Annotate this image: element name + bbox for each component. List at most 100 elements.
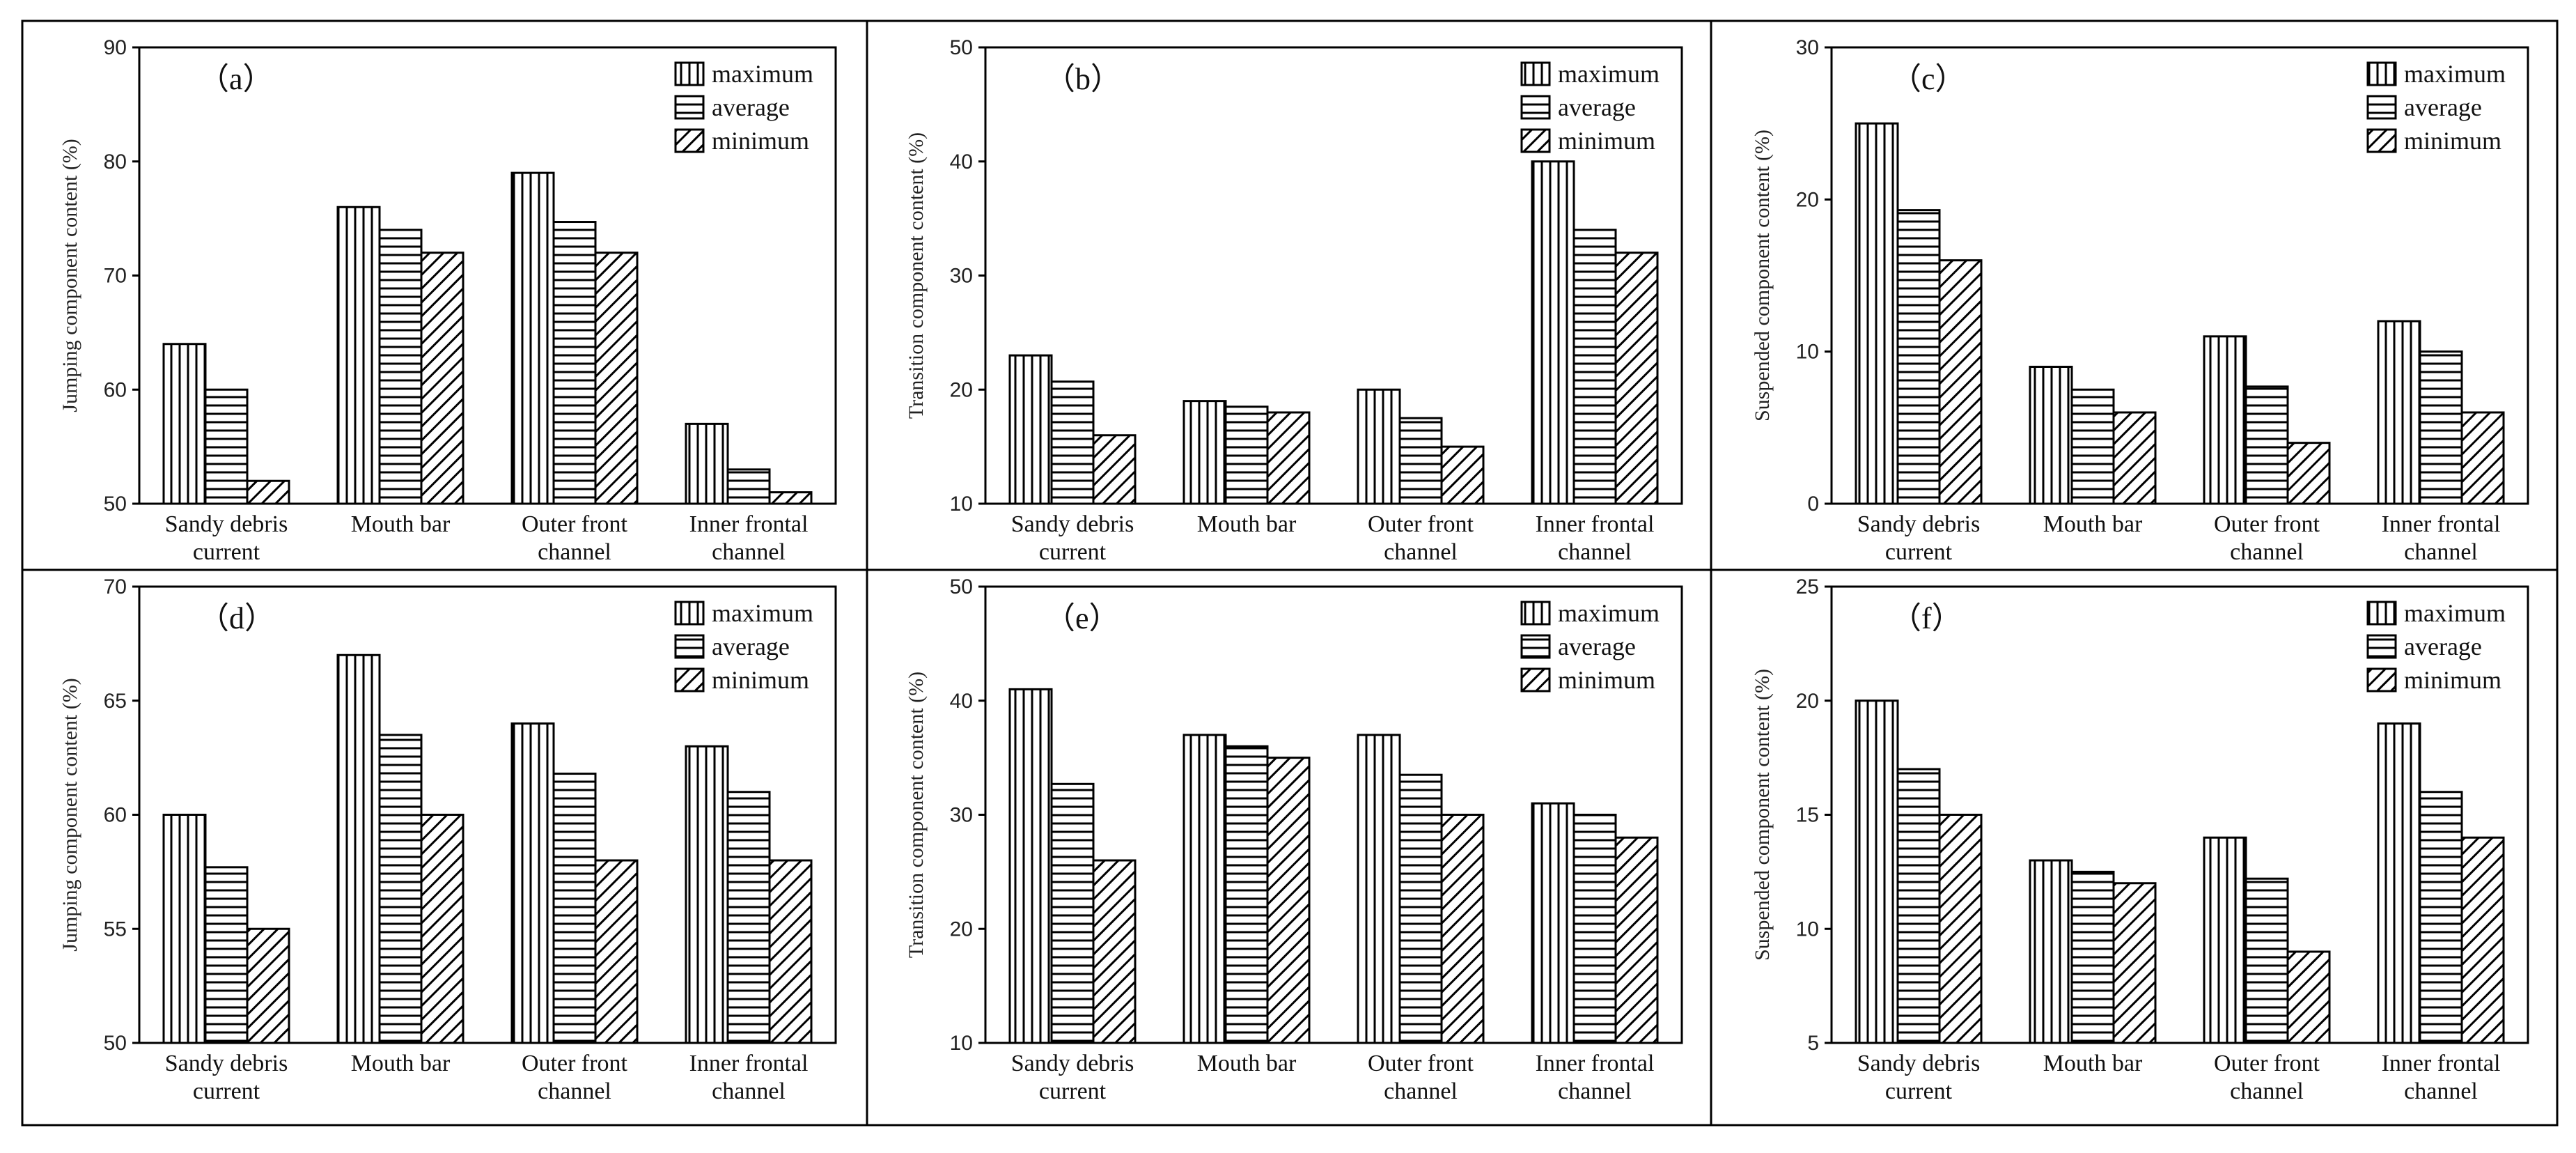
bar-average bbox=[1572, 814, 1617, 1044]
bar-average bbox=[2070, 388, 2115, 505]
y-tick-label: 5 bbox=[1807, 1032, 1819, 1055]
x-category-label: channel bbox=[2230, 1078, 2304, 1104]
y-tick-label: 55 bbox=[104, 918, 127, 941]
y-axis-label: Transition component content (%) bbox=[905, 672, 928, 958]
legend-label-maximum: maximum bbox=[712, 599, 813, 627]
x-category-label: Sandy debris bbox=[1011, 1051, 1134, 1076]
x-category-label: Mouth bar bbox=[1197, 1051, 1297, 1076]
x-category-label: Inner frontal bbox=[689, 1051, 809, 1076]
y-tick-label: 10 bbox=[1796, 918, 1819, 941]
bar-average bbox=[2245, 385, 2289, 505]
bar-maximum bbox=[2203, 836, 2247, 1044]
y-tick-label: 10 bbox=[950, 1032, 973, 1055]
bar-average bbox=[2419, 350, 2463, 505]
y-tick-label: 70 bbox=[104, 265, 127, 288]
x-category-label: Sandy debris bbox=[1011, 511, 1134, 537]
legend-swatch-maximum bbox=[2366, 61, 2397, 86]
x-category-label: channel bbox=[712, 539, 786, 565]
bar-average bbox=[1896, 768, 1941, 1044]
y-tick-label: 50 bbox=[950, 575, 973, 598]
panel-label: （d） bbox=[198, 601, 275, 635]
chart-panel-a: 50 60 70 80 90 Jumping component content (%) （… bbox=[58, 36, 837, 565]
legend-label-maximum: maximum bbox=[2404, 60, 2506, 88]
bar-minimum bbox=[594, 859, 639, 1044]
x-category-label: current bbox=[1885, 1078, 1953, 1104]
bar-average bbox=[1224, 745, 1269, 1044]
bar-maximum bbox=[2377, 320, 2421, 505]
legend-label-minimum: minimum bbox=[712, 127, 809, 155]
y-tick-label: 30 bbox=[950, 265, 973, 288]
panel-label: （a） bbox=[198, 62, 274, 96]
y-tick-label: 40 bbox=[950, 150, 973, 173]
legend-label-maximum: maximum bbox=[1558, 599, 1660, 627]
legend-label-minimum: minimum bbox=[1558, 127, 1655, 155]
legend-swatch-minimum bbox=[1520, 667, 1551, 692]
bar-average bbox=[726, 468, 771, 505]
bar-minimum bbox=[1440, 814, 1485, 1044]
legend-swatch-average bbox=[1520, 634, 1551, 659]
bar-maximum bbox=[1008, 354, 1053, 505]
x-category-label: Outer front bbox=[1368, 1051, 1474, 1076]
bar-minimum bbox=[1266, 757, 1311, 1044]
y-tick-label: 50 bbox=[104, 1032, 127, 1055]
y-tick-label: 10 bbox=[950, 493, 973, 516]
bar-minimum bbox=[2460, 411, 2505, 505]
y-tick-label: 40 bbox=[950, 690, 973, 713]
x-category-label: Mouth bar bbox=[351, 511, 451, 537]
legend-label-minimum: minimum bbox=[2404, 127, 2501, 155]
bar-average bbox=[378, 734, 423, 1044]
chart-panel-c: 0 10 20 30 Suspended component content (%) （c… bbox=[1751, 36, 2529, 565]
bar-average bbox=[378, 229, 423, 505]
bar-maximum bbox=[162, 343, 207, 505]
x-category-label: Mouth bar bbox=[2043, 511, 2143, 537]
legend-swatch-minimum bbox=[674, 128, 705, 153]
bar-minimum bbox=[1614, 836, 1659, 1044]
chart-panel-b: 10 20 30 40 50 Transition component content (… bbox=[905, 36, 1683, 565]
y-tick-label: 50 bbox=[950, 36, 973, 59]
bar-average bbox=[2070, 870, 2115, 1044]
y-tick-label: 70 bbox=[104, 575, 127, 598]
legend-swatch-average bbox=[674, 95, 705, 120]
bar-minimum bbox=[768, 491, 813, 505]
y-tick-label: 20 bbox=[1796, 188, 1819, 211]
bar-average bbox=[2245, 877, 2289, 1044]
y-tick-label: 60 bbox=[104, 804, 127, 827]
legend-label-maximum: maximum bbox=[2404, 599, 2506, 627]
x-category-label: Outer front bbox=[1368, 511, 1474, 537]
bar-average bbox=[1398, 773, 1443, 1044]
y-tick-label: 90 bbox=[104, 36, 127, 59]
x-category-label: current bbox=[1039, 539, 1107, 565]
y-axis-label: Jumping component content (%) bbox=[58, 139, 81, 412]
x-category-label: Mouth bar bbox=[2043, 1051, 2143, 1076]
bar-minimum bbox=[1092, 434, 1137, 505]
legend-swatch-minimum bbox=[674, 667, 705, 692]
x-category-label: Outer front bbox=[522, 1051, 628, 1076]
legend-label-minimum: minimum bbox=[712, 666, 809, 694]
x-category-label: current bbox=[1885, 539, 1953, 565]
x-category-label: channel bbox=[2404, 539, 2478, 565]
y-tick-label: 15 bbox=[1796, 804, 1819, 827]
x-category-label: channel bbox=[538, 1078, 611, 1104]
x-category-label: channel bbox=[712, 1078, 786, 1104]
bar-maximum bbox=[2203, 335, 2247, 505]
legend-label-minimum: minimum bbox=[1558, 666, 1655, 694]
bar-maximum bbox=[685, 422, 729, 505]
bar-maximum bbox=[2029, 366, 2073, 505]
bar-average bbox=[1050, 782, 1095, 1044]
bar-minimum bbox=[1266, 411, 1311, 505]
x-category-label: current bbox=[193, 539, 260, 565]
x-category-label: Sandy debris bbox=[165, 511, 288, 537]
panel-label: （c） bbox=[1891, 62, 1966, 96]
bar-minimum bbox=[420, 252, 465, 505]
panel-label: （f） bbox=[1891, 601, 1962, 635]
bar-minimum bbox=[594, 252, 639, 505]
bar-minimum bbox=[2460, 836, 2505, 1044]
legend-swatch-minimum bbox=[2366, 128, 2397, 153]
bar-maximum bbox=[1357, 734, 1401, 1044]
legend-swatch-maximum bbox=[1520, 601, 1551, 626]
x-category-label: channel bbox=[1558, 539, 1632, 565]
x-category-label: Inner frontal bbox=[1536, 511, 1655, 537]
bar-maximum bbox=[1855, 122, 1899, 505]
